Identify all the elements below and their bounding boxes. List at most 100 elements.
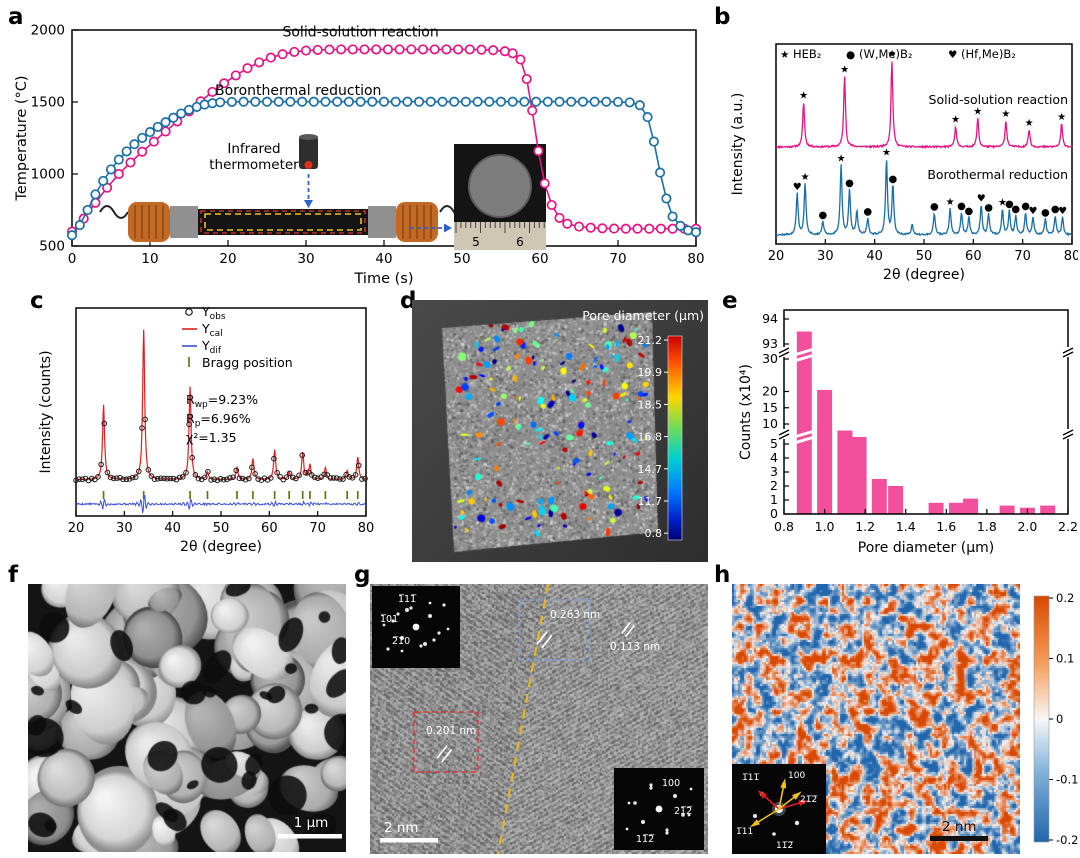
obs-point [280,476,287,483]
thermometer-label: Infrared [227,141,280,157]
tick-label: 1500 [31,95,65,111]
data-point [515,54,526,65]
break-mark [793,435,815,445]
data-point [359,44,370,55]
tick-label: 4 [770,450,778,465]
data-point [378,96,390,107]
dif-line [75,494,367,514]
data-point [199,99,210,110]
obs-point [161,475,167,482]
colorbar [667,335,683,541]
fft-spot [400,649,404,653]
stat-text: Yobs [201,304,226,322]
data-point [472,96,483,107]
obs-point [356,462,362,469]
data-point [542,96,553,107]
panel-b-label: b [714,4,731,30]
data-point [507,96,518,107]
data-point [230,70,241,81]
data-point [324,44,335,55]
peak-marker: ● [957,201,966,212]
strain-map-overlay: 0.2 0.1 0 -0.1 -0.2 1̅11̅ 100 21̅2̅ 1̅11 11̅2̅ 2 n… [732,591,1078,854]
data-point [648,136,659,147]
data-point [144,127,156,138]
obs-point [327,475,334,481]
peak-marker: ● [965,206,974,217]
pore-colorbar-overlay: Pore diameter (μm) 21.2 19.9 18.5 16.8 14.7 11… [582,308,704,541]
data-point [129,139,140,150]
obs-point [296,472,302,479]
colorbar-tick-label: -0.1 [1056,773,1078,787]
fft-spot [665,831,669,835]
peak-marker: ★ [1057,112,1066,123]
panel-f-label: f [8,562,19,588]
tick-label: 50 [453,251,470,267]
obs-point [117,474,123,481]
data-point [308,96,319,107]
break-mark [778,433,790,440]
data-point [355,96,366,107]
colorbar-tick-label: 18.5 [638,398,663,411]
data-point [460,96,471,107]
break-mark [779,429,789,439]
series-line [776,61,1073,150]
obs-point [151,476,158,482]
peak-marker: ● [889,174,898,185]
data-point [160,117,171,128]
data-point [320,96,331,107]
tick-label: 80 [358,521,375,536]
fft-arrow-head [798,800,809,806]
data-point [160,126,171,137]
data-point [554,212,565,223]
panel-c-label: c [30,288,44,314]
obs-point [315,475,321,481]
data-point [634,100,645,111]
obs-point [98,461,104,468]
break-mark [778,351,790,358]
data-point [277,49,288,60]
fft-spot [665,828,669,832]
obs-point [289,474,296,481]
obs-point [170,475,177,482]
data-point [495,96,507,107]
data-point [675,220,686,231]
peak-marker: ● [1021,201,1030,212]
data-point [519,96,530,107]
obs-point [195,475,202,482]
tick-label: 20 [762,384,778,399]
data-point [429,44,440,55]
thermometer-body [299,136,318,169]
tick-label: 0 [770,506,778,521]
tick-label: 0.8 [774,519,794,534]
obs-point [230,474,236,480]
x-axis-label: Time (s) [354,271,414,287]
data-point [425,96,436,107]
bar [999,505,1015,514]
obs-point [186,421,192,428]
obs-point [205,468,211,475]
data-point [585,222,596,233]
data-point [476,44,487,55]
fft-spot [681,813,685,817]
obs-point [107,474,114,481]
tick-label: 1000 [31,167,65,183]
data-point [441,44,452,55]
obs-point [73,477,79,484]
data-point [417,44,429,55]
colorbar-tick-label: 14.7 [638,463,663,476]
data-point [82,204,93,216]
furnace-block [170,206,198,238]
tick-label: 1.6 [936,519,956,534]
peak-marker: ♥ [1029,206,1038,217]
stat-text: Bragg position [202,355,293,370]
scale-bar-label: 1 μm [294,815,329,831]
obs-point [95,474,101,480]
hrtem-overlay: 0.263 nm 0.113 nm 0.201 nm 1̅11̅1̅01 2̅10 100… [372,584,704,854]
peak-marker: ● [818,210,827,221]
bar [851,437,867,514]
fft-spot [649,783,653,787]
stat-text: Rwp=9.23% [186,392,258,410]
obs-point [145,467,152,473]
obs-point [114,475,120,481]
obs-point [120,476,126,483]
